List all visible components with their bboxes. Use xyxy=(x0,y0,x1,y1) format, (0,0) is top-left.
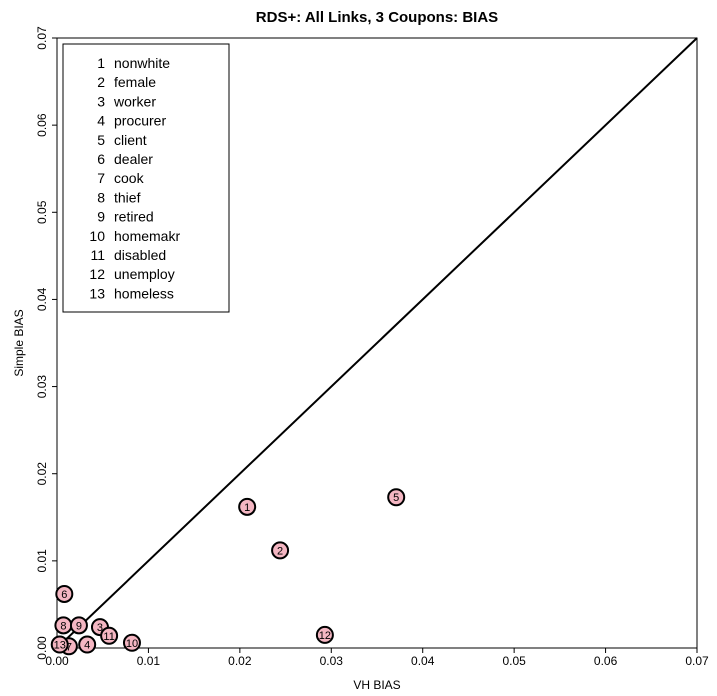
data-point-6: 6 xyxy=(55,584,74,603)
point-marker xyxy=(238,497,257,516)
legend-label: dealer xyxy=(114,151,153,167)
legend-label: homemakr xyxy=(114,228,180,244)
data-point-2: 2 xyxy=(271,541,290,560)
data-point-12: 12 xyxy=(315,625,334,644)
legend-box xyxy=(62,43,230,313)
x-tick-label: 0.07 xyxy=(685,654,709,668)
point-marker xyxy=(55,584,74,603)
legend-number: 2 xyxy=(97,74,105,90)
point-label: 5 xyxy=(393,492,399,504)
legend-number: 7 xyxy=(97,170,105,186)
y-tick-label: 0.07 xyxy=(35,26,49,50)
legend-label: disabled xyxy=(114,247,166,263)
point-marker xyxy=(78,635,97,654)
y-tick-label: 0.06 xyxy=(35,113,49,137)
legend-number: 8 xyxy=(97,189,105,205)
y-axis-label: Simple BIAS xyxy=(12,309,26,376)
legend-number: 5 xyxy=(97,132,105,148)
point-label: 12 xyxy=(319,630,331,642)
data-point-4: 4 xyxy=(78,635,97,654)
point-marker xyxy=(387,488,406,507)
legend: 1 nonwhite 2 female 3 worker 4 procurer 5 client 6… xyxy=(62,43,230,313)
point-marker xyxy=(69,616,88,635)
point-label: 2 xyxy=(277,545,283,557)
legend-label: client xyxy=(114,132,147,148)
y-tick-label: 0.01 xyxy=(35,549,49,573)
y-tick-label: 0.00 xyxy=(35,636,49,660)
legend-number: 12 xyxy=(89,266,105,282)
y-axis: 0.00 0.01 0.02 0.03 0.04 0.05 0.06 0.07 xyxy=(35,26,57,660)
x-tick-label: 0.05 xyxy=(502,654,526,668)
legend-label: worker xyxy=(113,93,156,109)
legend-number: 10 xyxy=(89,228,105,244)
data-point-10: 10 xyxy=(122,633,141,652)
legend-label: homeless xyxy=(114,285,174,301)
point-label: 10 xyxy=(126,638,138,650)
point-label: 9 xyxy=(76,620,82,632)
legend-number: 3 xyxy=(97,93,105,109)
point-label: 4 xyxy=(84,640,90,652)
legend-number: 4 xyxy=(97,113,105,129)
chart-title: RDS+: All Links, 3 Coupons: BIAS xyxy=(256,9,498,26)
point-marker xyxy=(315,625,334,644)
x-tick-label: 0.03 xyxy=(320,654,344,668)
x-tick-label: 0.04 xyxy=(411,654,435,668)
data-point-8: 8 xyxy=(54,616,73,635)
point-marker xyxy=(100,626,119,645)
point-label: 8 xyxy=(60,620,66,632)
legend-label: retired xyxy=(114,209,154,225)
reference-line xyxy=(56,37,698,649)
plot-frame xyxy=(56,37,698,649)
y-tick-label: 0.04 xyxy=(35,287,49,311)
data-point-13: 13 xyxy=(50,635,69,654)
legend-number: 13 xyxy=(89,285,105,301)
x-axis: 0.00 0.01 0.02 0.03 0.04 0.05 0.06 0.07 xyxy=(45,648,709,668)
data-point-1: 1 xyxy=(238,497,257,516)
legend-label: unemploy xyxy=(114,266,175,282)
legend-label: female xyxy=(114,74,156,90)
point-label: 11 xyxy=(103,631,114,643)
point-label: 6 xyxy=(61,589,67,601)
legend-label: thief xyxy=(114,189,141,205)
data-point-11: 11 xyxy=(100,626,119,645)
y-tick-label: 0.05 xyxy=(35,200,49,224)
legend-label: cook xyxy=(114,170,145,186)
x-tick-label: 0.01 xyxy=(137,654,161,668)
legend-number: 6 xyxy=(97,151,105,167)
x-tick-label: 0.00 xyxy=(45,654,69,668)
legend-number: 11 xyxy=(90,247,105,263)
point-marker xyxy=(50,635,69,654)
y-tick-label: 0.02 xyxy=(35,462,49,486)
y-tick-label: 0.03 xyxy=(35,375,49,399)
point-label: 7 xyxy=(66,641,72,653)
x-tick-label: 0.06 xyxy=(594,654,618,668)
data-point-9: 9 xyxy=(69,616,88,635)
legend-label: procurer xyxy=(114,113,166,129)
point-label: 1 xyxy=(244,502,250,514)
x-axis-label: VH BIAS xyxy=(353,678,400,692)
point-marker xyxy=(122,633,141,652)
legend-label: nonwhite xyxy=(114,55,170,71)
data-point-5: 5 xyxy=(387,488,406,507)
x-tick-label: 0.02 xyxy=(228,654,252,668)
point-label: 13 xyxy=(54,640,66,652)
point-label: 3 xyxy=(97,622,103,634)
legend-number: 1 xyxy=(97,55,105,71)
point-marker xyxy=(271,541,290,560)
legend-number: 9 xyxy=(97,209,105,225)
